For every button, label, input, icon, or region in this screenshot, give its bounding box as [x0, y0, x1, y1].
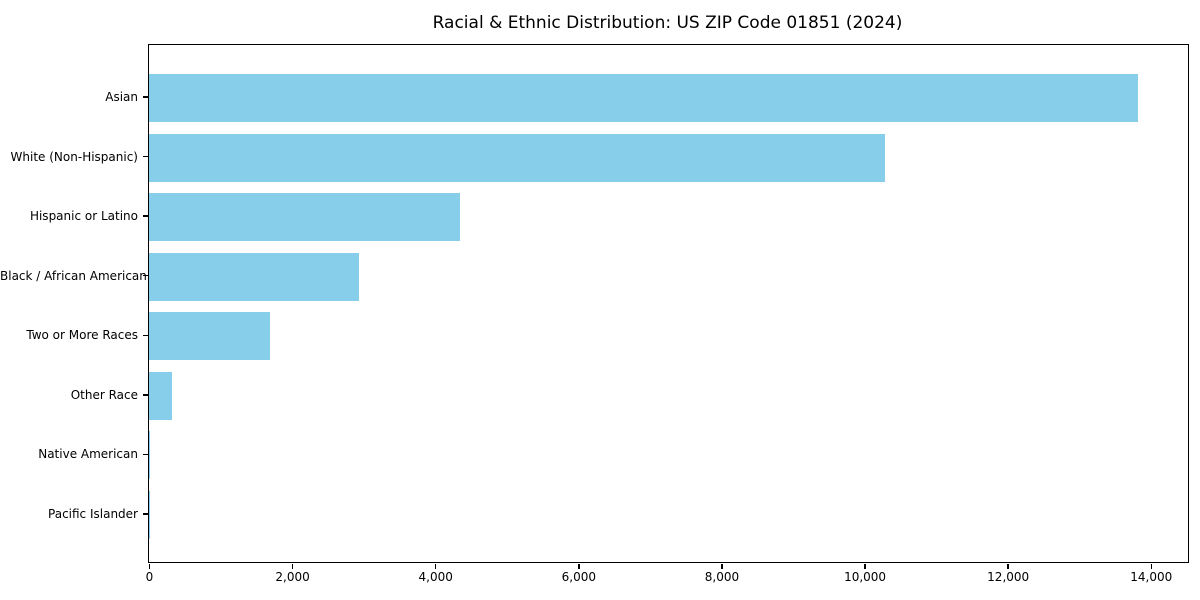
y-tick-label: Other Race [70, 387, 138, 402]
bar [149, 371, 172, 420]
y-tick-label: Native American [38, 447, 138, 462]
x-tick-label: 6,000 [561, 570, 596, 584]
x-tick-mark [578, 564, 580, 569]
y-tick-label: Pacific Islander [48, 506, 138, 521]
bar [149, 74, 1138, 122]
x-tick-label: 0 [145, 570, 154, 584]
x-tick-mark [1007, 564, 1009, 569]
x-tick-label: 10,000 [844, 570, 887, 584]
y-tick-mark [143, 453, 148, 456]
chart-title: Racial & Ethnic Distribution: US ZIP Cod… [432, 13, 903, 33]
y-tick-mark [143, 155, 148, 158]
x-tick-label: 14,000 [1130, 570, 1173, 584]
bar [149, 431, 151, 480]
x-tick-label: 8,000 [704, 570, 740, 584]
x-tick-mark [148, 564, 151, 569]
y-tick-label: White (Non-Hispanic) [10, 149, 138, 164]
y-tick-mark [143, 394, 148, 396]
bar [149, 133, 885, 182]
x-tick-label: 2,000 [275, 570, 310, 584]
bar [149, 252, 359, 301]
x-tick-mark [291, 564, 294, 569]
y-tick-mark [143, 513, 148, 515]
bar [149, 490, 150, 539]
x-tick-mark [434, 564, 437, 569]
x-tick-mark [1150, 564, 1153, 569]
x-tick-mark [864, 564, 866, 569]
plot-area [148, 44, 1189, 563]
bar [149, 193, 460, 242]
y-tick-mark [143, 215, 148, 217]
y-tick-mark [143, 274, 148, 277]
x-tick-label: 4,000 [418, 570, 453, 584]
bar [149, 312, 271, 361]
y-tick-label: Black / African American [0, 268, 147, 283]
y-tick-label: Asian [105, 90, 138, 104]
x-tick-mark [721, 564, 723, 569]
y-tick-mark [143, 334, 148, 337]
y-tick-label: Hispanic or Latino [29, 209, 138, 224]
y-tick-mark [143, 96, 148, 98]
y-tick-label: Two or More Races [26, 328, 138, 343]
x-tick-label: 12,000 [987, 570, 1030, 584]
